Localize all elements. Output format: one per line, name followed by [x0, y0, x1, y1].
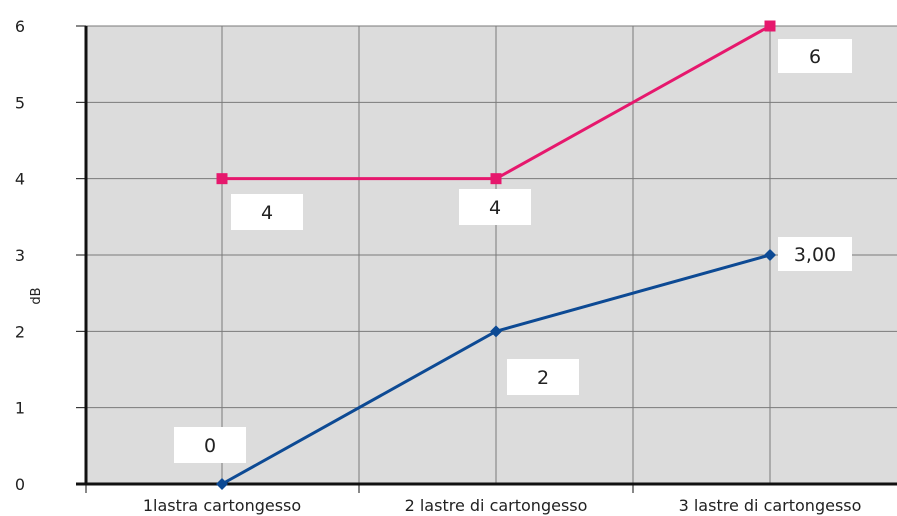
x-tick-label: 3 lastre di cartongesso — [679, 496, 862, 515]
series-layer — [216, 20, 776, 490]
data-label: 6 — [809, 46, 821, 68]
data-label: 0 — [204, 435, 216, 457]
axes — [76, 25, 897, 493]
y-axis-title: dB — [29, 287, 44, 304]
y-tick-label: 6 — [15, 17, 25, 36]
data-label: 3,00 — [794, 244, 836, 266]
y-tick-labels: 0 1 2 3 4 5 6 — [15, 17, 25, 494]
series-point-square — [764, 20, 776, 32]
data-label: 4 — [489, 197, 501, 219]
x-tick-labels: 1lastra cartongesso 2 lastre di cartonges… — [143, 496, 862, 515]
y-tick-label: 4 — [15, 170, 25, 189]
x-tick-label: 1lastra cartongesso — [143, 496, 301, 515]
data-label-box — [231, 194, 303, 230]
y-tick-label: 1 — [15, 399, 25, 418]
data-label-box — [174, 427, 246, 463]
series-point-diamond — [216, 478, 228, 490]
series-point-diamond — [490, 325, 502, 338]
data-labels: 4 4 6 0 2 3,00 — [174, 39, 852, 463]
series-point-square — [490, 173, 502, 185]
x-tick-label: 2 lastre di cartongesso — [405, 496, 588, 515]
y-tick-label: 5 — [15, 93, 25, 112]
y-tick-label: 3 — [15, 246, 25, 265]
data-label-box — [778, 237, 852, 271]
data-label-box — [459, 189, 531, 225]
y-tick-label: 0 — [15, 475, 25, 494]
y-tick-label: 2 — [15, 322, 25, 341]
series-point-diamond — [764, 249, 776, 261]
data-label: 2 — [537, 367, 549, 389]
data-label-box — [778, 39, 852, 73]
data-label-box — [507, 359, 579, 395]
data-label: 4 — [261, 202, 273, 224]
series-point-square — [216, 173, 228, 185]
